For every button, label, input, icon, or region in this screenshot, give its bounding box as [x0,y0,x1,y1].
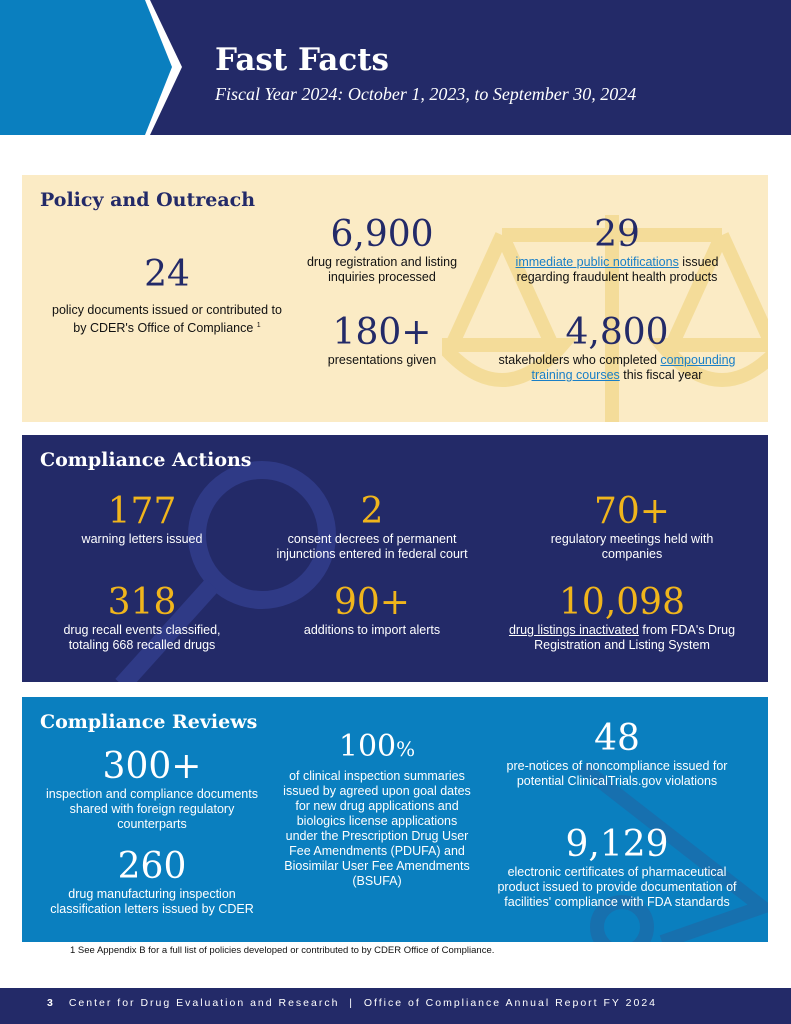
stat-import-alerts: 90+ additions to import alerts [303,582,441,638]
stat-meetings: 70+ regulatory meetings held with compani… [550,491,714,562]
stat-presentations: 180+ presentations given [327,312,437,368]
stat-recalls: 318 drug recall events classified, totali… [63,582,221,653]
stat-notifications: 29 immediate public notifications issued … [515,214,719,285]
section-heading: Compliance Actions [40,449,252,471]
stat-consent-decrees: 2 consent decrees of permanent injunction… [276,491,468,562]
page-number: 3 [47,997,55,1009]
header-banner: Fast Facts Fiscal Year 2024: October 1, … [0,0,791,135]
policy-outreach-section: Policy and Outreach 24 policy documents i… [22,175,768,422]
stat-clinical-summaries: 100% of clinical inspection summaries iss… [283,729,471,888]
stat-certificates: 9,129 electronic certificates of pharmace… [497,824,737,910]
compliance-reviews-section: Compliance Reviews 300+ inspection and co… [22,697,768,942]
stat-pre-notices: 48 pre-notices of noncompliance issued fo… [506,718,728,789]
notifications-link[interactable]: immediate public notifications [515,255,679,269]
page-footer: 3 Center for Drug Evaluation and Research… [0,988,791,1024]
compliance-actions-section: Compliance Actions 177 warning letters is… [22,435,768,682]
stat-warning-letters: 177 warning letters issued [81,491,203,547]
section-heading: Policy and Outreach [40,189,256,211]
chevron-graphic [0,0,182,135]
listings-link[interactable]: drug listings inactivated [508,623,639,637]
footnote: 1 See Appendix B for a full list of poli… [70,945,495,956]
stat-policy-docs: 24 policy documents issued or contributed… [52,254,282,336]
page-title: Fast Facts [215,42,390,78]
stat-docs-shared: 300+ inspection and compliance documents … [46,746,258,832]
stat-classification-letters: 260 drug manufacturing inspection classif… [50,846,254,917]
page-subtitle: Fiscal Year 2024: October 1, 2023, to Se… [215,84,637,104]
section-heading: Compliance Reviews [40,711,258,733]
compounding-link[interactable]: compounding training courses [531,353,736,382]
stat-listings: 10,098 drug listings inactivated from FDA… [508,582,736,653]
stat-inquiries: 6,900 drug registration and listing inqui… [306,214,458,285]
stat-stakeholders: 4,800 stakeholders who completed compound… [498,312,736,383]
